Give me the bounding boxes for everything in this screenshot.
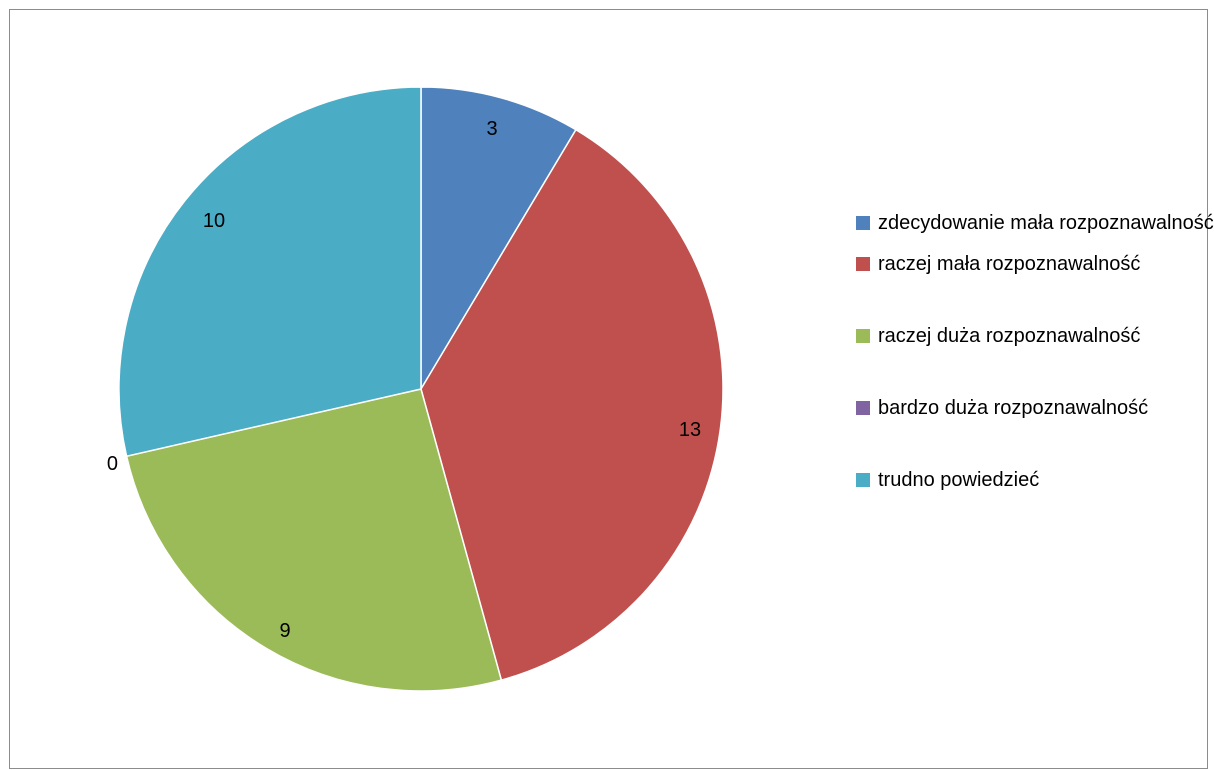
legend-item-1: raczej mała rozpoznawalność [856,249,1214,280]
legend-swatch-1 [856,257,870,271]
pie-chart: 3 13 9 0 10 [107,86,724,692]
legend-swatch-2 [856,329,870,343]
data-label-2: 9 [279,620,290,642]
legend-item-3: bardzo duża rozpoznawalność [856,393,1214,424]
legend-item-0: zdecydowanie mała rozpoznawalność [856,208,1214,239]
legend-swatch-4 [856,473,870,487]
legend-item-4: trudno powiedzieć [856,465,1214,496]
legend-label-1: raczej mała rozpoznawalność [878,253,1141,275]
legend-swatch-3 [856,401,870,415]
legend: zdecydowanie mała rozpoznawalność raczej… [856,208,1214,496]
pie-slice-2 [125,388,503,692]
legend-label-4: trudno powiedzieć [878,469,1040,491]
legend-swatch-0 [856,216,870,230]
legend-label-2: raczej duża rozpoznawalność [878,325,1141,347]
legend-label-3: bardzo duża rozpoznawalność [878,397,1149,419]
pie-slice-4 [118,86,422,458]
legend-item-2: raczej duża rozpoznawalność [856,321,1214,352]
data-label-3: 0 [107,453,118,475]
pie-slice-1 [420,128,724,682]
data-label-4: 10 [203,210,225,232]
legend-label-0: zdecydowanie mała rozpoznawalność [878,212,1214,234]
pie-slice-0 [420,86,577,392]
data-label-1: 13 [679,419,701,441]
chart-frame: 3 13 9 0 10 zdecydowanie mała rozpoznawalnoś… [9,9,1214,769]
data-label-0: 3 [486,118,497,140]
